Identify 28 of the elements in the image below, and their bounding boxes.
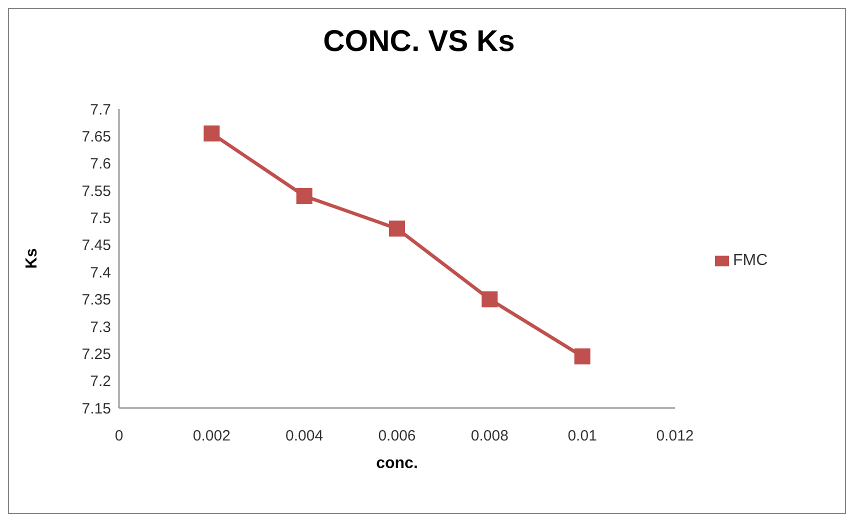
x-tick-label: 0.002 [192, 428, 230, 445]
y-tick-label: 7.65 [82, 128, 111, 146]
x-axis-title: conc. [376, 455, 418, 472]
point [204, 125, 220, 142]
y-tick-label: 7.4 [90, 264, 111, 282]
x-tick-label: 0.006 [378, 428, 416, 445]
y-tick-label: 7.7 [90, 101, 111, 118]
point [296, 188, 312, 204]
y-tick-label: 7.5 [90, 210, 111, 228]
point [389, 220, 405, 237]
point [482, 291, 498, 308]
y-tick-label: 7.25 [82, 346, 111, 363]
x-tick-label: 0 [114, 428, 124, 445]
x-tick-label: 0.004 [286, 428, 324, 445]
y-tick-label: 7.45 [82, 237, 111, 254]
y-tick-label: 7.15 [82, 400, 111, 418]
y-tick-label: 7.35 [82, 292, 111, 309]
chart-title: CONC. VS Ks [322, 25, 516, 59]
y-tick-label: 7.3 [90, 318, 111, 336]
y-tick-label: 7.6 [90, 156, 111, 173]
point [574, 348, 590, 364]
y-tick-label: 7.55 [82, 182, 111, 200]
y-tick-label: 7.2 [90, 373, 111, 390]
legend-label: FMC [733, 252, 768, 269]
x-tick-label: 0.012 [656, 428, 694, 445]
y-axis-title: Ks [24, 248, 41, 269]
x-tick-label: 0.01 [568, 428, 597, 445]
x-tick-label: 0.008 [470, 428, 508, 445]
